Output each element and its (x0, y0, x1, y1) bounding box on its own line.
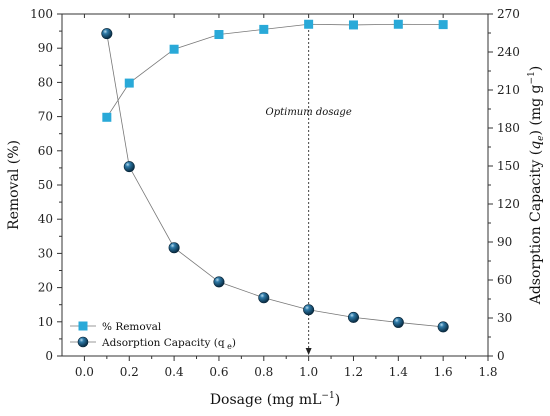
removal-point (124, 78, 134, 88)
y-left-tick-label: 90 (38, 41, 53, 55)
y-left-tick-label: 50 (38, 178, 53, 192)
removal-point (102, 112, 112, 122)
y-axis-right-title: Adsorption Capacity (qe) (mg g−1) (527, 66, 546, 306)
plot-frame (61, 13, 489, 357)
removal-point (438, 20, 448, 30)
capacity-point (347, 311, 359, 323)
y-left-tick-label: 100 (30, 7, 53, 21)
y-right-tick-label: 150 (497, 159, 520, 173)
x-tick-label: 1.6 (434, 365, 453, 379)
x-tick-label: 1.0 (299, 365, 318, 379)
removal-point (169, 44, 179, 54)
y-axis-left: 0 10 20 30 40 50 60 70 80 90 100 (30, 7, 62, 363)
removal-point (348, 20, 358, 30)
x-tick-label: 0.8 (254, 365, 273, 379)
y-left-tick-label: 0 (45, 349, 53, 363)
y-right-tick-label: 120 (497, 197, 520, 211)
x-axis: 0.0 0.2 0.4 0.6 0.8 1.0 1.2 1.4 1.6 1.8 (75, 14, 498, 379)
removal-point (393, 19, 403, 29)
y-right-tick-label: 210 (497, 83, 520, 97)
capacity-point (213, 276, 225, 288)
removal-point (304, 19, 314, 29)
y-left-tick-label: 10 (38, 315, 53, 329)
legend-capacity-marker (77, 336, 89, 348)
capacity-point (258, 292, 270, 304)
y-left-tick-label: 60 (38, 144, 53, 158)
y-right-tick-label: 180 (497, 121, 520, 135)
removal-point (214, 30, 224, 40)
x-tick-label: 0.6 (209, 365, 228, 379)
y-left-tick-label: 20 (38, 281, 53, 295)
y-axis-left-title: Removal (%) (6, 140, 22, 230)
x-tick-label: 0.4 (165, 365, 184, 379)
legend: % Removal Adsorption Capacity (q e) (70, 321, 236, 351)
legend-removal-label: % Removal (102, 321, 162, 333)
plot-border (61, 13, 489, 357)
y-right-tick-label: 270 (497, 7, 520, 21)
removal-point (259, 24, 269, 34)
capacity-point (303, 304, 315, 316)
y-axis-right: 0 30 60 90 120 150 180 210 240 270 (488, 7, 520, 363)
legend-removal-marker (78, 321, 88, 331)
y-right-tick-label: 60 (497, 273, 512, 287)
x-tick-label: 1.8 (478, 365, 497, 379)
y-right-tick-label: 30 (497, 311, 512, 325)
x-tick-label: 0.0 (75, 365, 94, 379)
capacity-point (168, 242, 180, 254)
x-tick-label: 1.2 (344, 365, 363, 379)
y-right-tick-label: 240 (497, 45, 520, 59)
removal-series-line (106, 23, 444, 118)
y-left-tick-label: 40 (38, 212, 53, 226)
optimum-dosage-arrowhead (305, 348, 312, 355)
capacity-series-line (106, 33, 444, 328)
x-axis-title: Dosage (mg mL−1) (210, 391, 340, 408)
optimum-dosage-annotation: Optimum dosage (266, 22, 352, 355)
y-right-tick-label: 0 (497, 349, 505, 363)
capacity-point (392, 316, 404, 328)
x-tick-label: 1.4 (389, 365, 408, 379)
legend-capacity-label: Adsorption Capacity (q e) (101, 337, 236, 351)
optimum-dosage-label: Optimum dosage (266, 107, 352, 118)
y-left-tick-label: 30 (38, 246, 53, 260)
capacity-point (101, 28, 113, 40)
y-left-tick-label: 70 (38, 110, 53, 124)
y-right-tick-label: 90 (497, 235, 512, 249)
capacity-point (123, 161, 135, 173)
y-left-tick-label: 80 (38, 75, 53, 89)
x-tick-label: 0.2 (120, 365, 139, 379)
series-layer (101, 19, 449, 333)
capacity-point (437, 321, 449, 333)
